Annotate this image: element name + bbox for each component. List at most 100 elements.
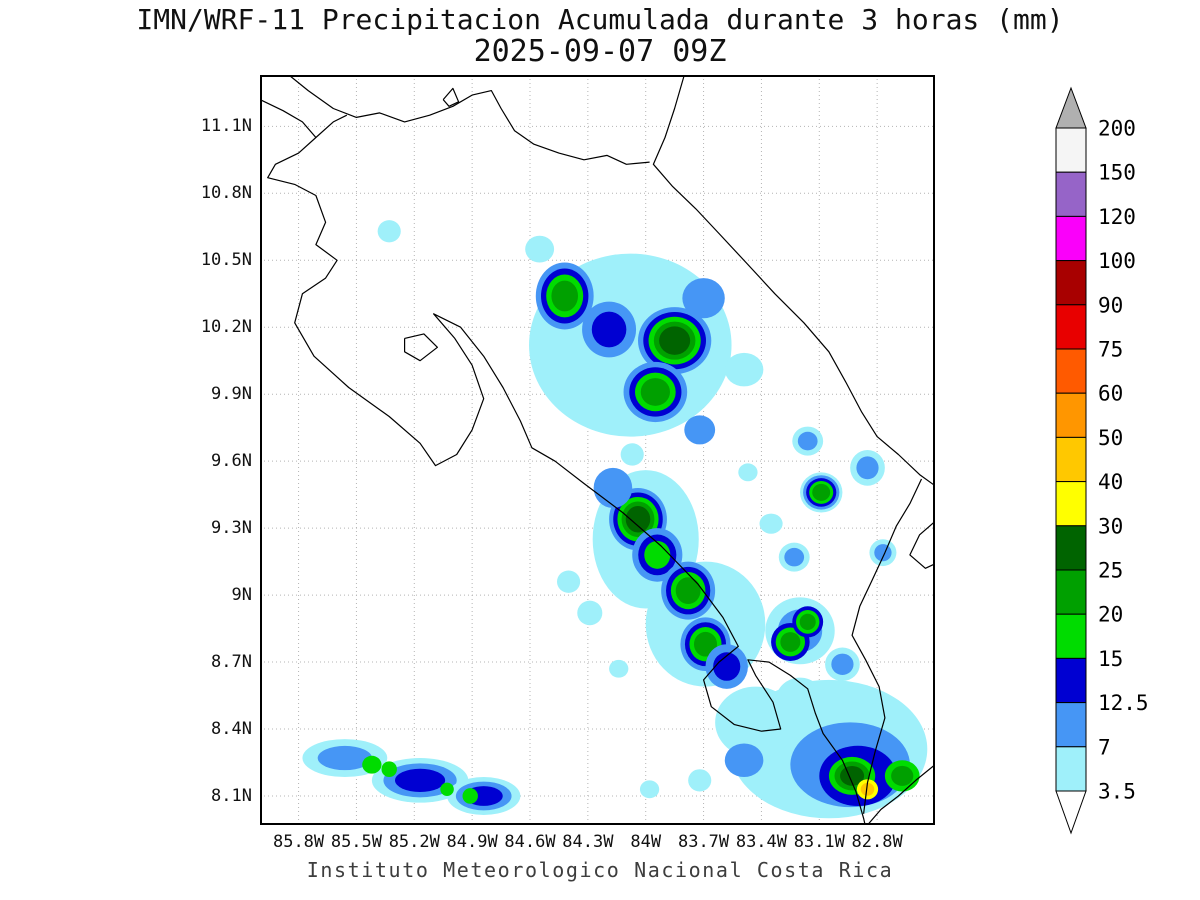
colorbar-tick-label: 25 (1098, 559, 1123, 583)
precip-cell (625, 505, 651, 533)
colorbar-cell (1055, 304, 1087, 350)
precip-cell (713, 652, 741, 681)
lat-tick-label: 10.5N (200, 250, 252, 271)
precip-cell (362, 755, 382, 774)
chart-subtitle: 2025-09-07 09Z (473, 34, 727, 69)
colorbar-cell (1055, 260, 1087, 306)
precip-cell (860, 782, 875, 796)
lat-tick-label: 8.4N (211, 719, 252, 740)
colorbar-tick-label: 100 (1098, 249, 1136, 273)
coastline (867, 764, 935, 825)
lon-tick-label: 85.5W (330, 832, 383, 852)
colorbar-cell (1055, 348, 1087, 394)
coastline (909, 520, 935, 569)
colorbar-cell (1055, 215, 1087, 262)
coastline (442, 87, 460, 107)
lon-tick-label: 82.8W (851, 832, 903, 852)
colorbar-cell (1055, 657, 1087, 704)
colorbar-tick-label: 60 (1098, 382, 1123, 406)
precipitation-map (260, 75, 935, 825)
precip-cell (799, 613, 816, 630)
precip-cell (693, 631, 718, 657)
precip-cell (525, 235, 555, 263)
precip-cell (591, 311, 627, 348)
precip-cell (724, 352, 764, 387)
precip-cell (684, 415, 716, 445)
colorbar-arrow-bottom (1055, 790, 1087, 835)
lat-tick-label: 9.6N (211, 451, 252, 472)
colorbar-tick-label: 90 (1098, 293, 1123, 317)
precip-cell (812, 483, 831, 501)
colorbar-cell (1055, 525, 1087, 571)
precip-cell (317, 745, 373, 771)
colorbar-tick-label: 50 (1098, 426, 1123, 450)
chart-title: IMN/WRF-11 Precipitacion Acumulada duran… (136, 3, 1064, 36)
coastline (260, 99, 866, 825)
colorbar-cell (1055, 171, 1087, 217)
precip-cell (644, 540, 671, 569)
precip-cell (856, 456, 879, 480)
lat-tick-label: 9.9N (211, 384, 252, 405)
colorbar-cell (1055, 702, 1087, 748)
colorbar-tick-label: 15 (1098, 647, 1123, 671)
colorbar-tick-label: 7 (1098, 735, 1111, 759)
lat-tick-label: 8.7N (211, 652, 252, 673)
precip-cell (738, 463, 758, 482)
lon-tick-label: 84W (630, 832, 662, 852)
coastline (652, 75, 935, 487)
colorbar-tick-label: 3.5 (1098, 780, 1136, 804)
precip-cell (831, 653, 854, 675)
colorbar-tick-label: 120 (1098, 205, 1136, 229)
lon-tick-label: 84.6W (504, 832, 556, 852)
colorbar-cell (1055, 436, 1087, 483)
colorbar-tick-label: 30 (1098, 514, 1123, 538)
colorbar-tick-label: 75 (1098, 338, 1123, 362)
precip-cell (462, 788, 478, 804)
grid-lines (260, 75, 935, 825)
precip-cell (557, 570, 581, 593)
precip-cell (759, 513, 783, 534)
colorbar-cell (1055, 481, 1087, 527)
lat-tick-label: 11.1N (200, 116, 252, 137)
precip-cell (609, 659, 629, 678)
precip-cell (620, 443, 644, 466)
precip-cell (682, 278, 725, 319)
coastlines (260, 75, 935, 825)
plot-frame (260, 75, 935, 825)
lon-tick-label: 83.4W (735, 832, 788, 852)
colorbar-tick-label: 12.5 (1098, 691, 1149, 715)
lon-tick-label: 85.8W (272, 832, 325, 852)
precip-cell (784, 547, 805, 567)
precip-cell (775, 677, 825, 723)
precip-cell (377, 220, 401, 243)
colorbar-tick-label: 40 (1098, 470, 1123, 494)
precip-cell (577, 600, 603, 626)
colorbar-cell (1055, 569, 1087, 615)
precip-cell (891, 765, 914, 786)
lat-tick-label: 8.1N (211, 785, 252, 806)
precip-cell (381, 761, 397, 778)
colorbar-tick-label: 20 (1098, 603, 1123, 627)
coastline (851, 478, 923, 814)
colorbar: 200 150 120 100 90 75 60 50 40 30 25 20 15 12.5 7 3.5 (1055, 86, 1149, 835)
precip-cell (715, 686, 797, 759)
lat-tick-label: 10.8N (200, 183, 252, 204)
precip-cell (797, 431, 818, 451)
lon-tick-label: 83.1W (793, 832, 845, 852)
precip-cell (551, 280, 579, 312)
coastline (288, 75, 650, 165)
colorbar-arrow-top (1055, 86, 1087, 129)
precip-cell (675, 577, 701, 604)
attribution-caption: Instituto Meteorologico Nacional Costa R… (306, 858, 894, 882)
precip-cell (395, 768, 446, 792)
precip-cell (780, 632, 801, 652)
colorbar-cell (1055, 746, 1087, 792)
precip-cell (840, 766, 865, 786)
lon-tick-label: 83.7W (677, 832, 730, 852)
lat-tick-label: 10.2N (200, 317, 252, 338)
precip-cell (659, 326, 691, 355)
lon-tick-label: 85.2W (388, 832, 440, 852)
colorbar-cell (1055, 127, 1087, 173)
lat-tick-label: 9N (231, 585, 252, 606)
